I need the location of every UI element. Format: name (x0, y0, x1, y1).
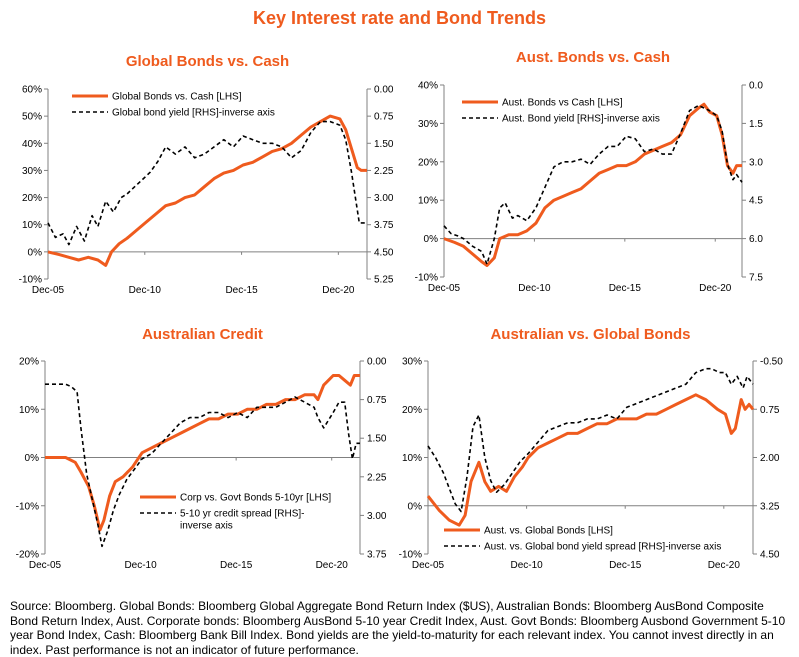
legend-label: Global bond yield [RHS]-inverse axis (112, 108, 275, 119)
y-left-tick-label: 40% (418, 81, 438, 92)
y-left-tick-label: 30% (22, 166, 42, 177)
y-right-tick-label: 0.75 (760, 405, 780, 416)
y-left-tick-label: 0% (408, 501, 423, 512)
y-right-tick-label: 7.5 (749, 273, 763, 284)
chart-australian-vs-global-bonds: Australian vs. Global Bonds 30% 20% 10% 0% -1… (399, 326, 784, 571)
x-tick-label: Dec-20 (322, 285, 355, 296)
y-left-tick-label: -20% (16, 550, 39, 561)
y-left-tick-label: 20% (402, 405, 422, 416)
legend-label: Aust. Bond yield [RHS]-inverse axis (502, 114, 660, 125)
chart-global-bonds-vs-cash: Global Bonds vs. Cash 60% 50% 40% 30% 20% 10% 0… (19, 53, 394, 296)
series-line (426, 393, 755, 527)
y-right-tick-label: 4.5 (749, 196, 763, 207)
y-right-tick-label: 3.0 (749, 157, 763, 168)
y-left-tick-label: 0% (424, 234, 439, 245)
legend-label: Aust. vs. Global bond yield spread [RHS]… (484, 542, 721, 553)
x-tick-label: Dec-10 (518, 283, 551, 294)
series-line (45, 374, 360, 532)
series-line-dashed (427, 367, 754, 513)
x-tick-label: Dec-15 (220, 560, 253, 571)
legend-label: inverse axis (180, 521, 233, 532)
x-tick-label: Dec-05 (412, 560, 445, 571)
y-right-tick-label: 3.00 (367, 511, 387, 522)
main-title: Key Interest rate and Bond Trends (252, 8, 547, 28)
y-right-tick-label: 2.25 (374, 166, 394, 177)
y-left-tick-label: -10% (415, 273, 438, 284)
chart-title: Australian vs. Global Bonds (490, 326, 690, 343)
y-left-tick-label: 20% (418, 157, 438, 168)
x-tick-label: Dec-15 (609, 560, 642, 571)
y-right-tick-label: -0.50 (760, 357, 783, 368)
series-line (443, 102, 742, 267)
y-right-tick-label: 0.00 (367, 357, 387, 368)
y-right-tick-label: 0.75 (374, 112, 394, 123)
x-tick-label: Dec-20 (699, 283, 732, 294)
legend-label: 5-10 yr credit spread [RHS]- (180, 509, 305, 520)
y-right-tick-label: 5.25 (374, 275, 394, 286)
y-right-tick-label: 4.50 (760, 550, 780, 561)
y-left-tick-label: 40% (22, 139, 42, 150)
y-left-tick-label: 10% (402, 453, 422, 464)
series-line-dashed (443, 104, 743, 265)
y-left-tick-label: -10% (399, 550, 422, 561)
y-right-tick-label: 3.75 (367, 550, 387, 561)
y-right-tick-label: 3.25 (760, 501, 780, 512)
y-left-tick-label: 0% (28, 247, 43, 258)
y-left-tick-label: 10% (19, 405, 39, 416)
y-right-tick-label: 0.00 (374, 85, 394, 96)
chart-aust-bonds-vs-cash: Aust. Bonds vs. Cash 40% 30% 20% 10% 0% -10% 0.… (415, 49, 764, 294)
series-line-dashed (47, 120, 367, 246)
source-note: Source: Bloomberg. Global Bonds: Bloombe… (10, 599, 786, 657)
y-right-tick-label: 1.50 (367, 434, 387, 445)
y-right-tick-label: 6.0 (749, 234, 763, 245)
x-tick-label: Dec-10 (510, 560, 543, 571)
y-left-tick-label: 20% (22, 193, 42, 204)
y-left-tick-label: 0% (25, 453, 40, 464)
x-tick-label: Dec-10 (129, 285, 162, 296)
x-tick-label: Dec-20 (708, 560, 741, 571)
y-left-tick-label: 30% (402, 357, 422, 368)
y-right-tick-label: 3.00 (374, 193, 394, 204)
y-left-tick-label: 30% (418, 119, 438, 130)
x-tick-label: Dec-05 (428, 283, 461, 294)
x-tick-label: Dec-20 (316, 560, 349, 571)
x-tick-label: Dec-15 (225, 285, 258, 296)
y-right-tick-label: 4.50 (374, 247, 394, 258)
chart-title: Global Bonds vs. Cash (126, 53, 289, 70)
y-right-tick-label: 2.25 (367, 472, 387, 483)
y-right-tick-label: 3.75 (374, 220, 394, 231)
x-tick-label: Dec-15 (609, 283, 642, 294)
legend-label: Aust. vs. Global Bonds [LHS] (484, 526, 613, 537)
y-right-tick-label: 1.5 (749, 119, 763, 130)
y-right-tick-label: 2.00 (760, 453, 780, 464)
x-tick-label: Dec-05 (32, 285, 65, 296)
series-line (47, 114, 367, 267)
y-left-tick-label: 20% (19, 357, 39, 368)
y-left-tick-label: 10% (418, 196, 438, 207)
y-left-tick-label: 60% (22, 85, 42, 96)
y-left-tick-label: 50% (22, 112, 42, 123)
legend-label: Corp vs. Govt Bonds 5-10yr [LHS] (180, 493, 331, 504)
legend-label: Global Bonds vs. Cash [LHS] (112, 92, 242, 103)
chart-title: Aust. Bonds vs. Cash (516, 49, 670, 66)
y-right-tick-label: 0.75 (367, 395, 387, 406)
chart-title: Australian Credit (142, 326, 263, 343)
y-left-tick-label: 10% (22, 220, 42, 231)
y-left-tick-label: -10% (16, 501, 39, 512)
y-left-tick-label: -10% (19, 275, 42, 286)
series-line-dashed (45, 383, 360, 548)
y-right-tick-label: 1.50 (374, 139, 394, 150)
y-right-tick-label: 0.0 (749, 81, 763, 92)
chart-australian-credit: Australian Credit 20% 10% 0% -10% -20% 0.00 0.7… (16, 326, 387, 571)
x-tick-label: Dec-10 (124, 560, 157, 571)
legend-label: Aust. Bonds vs Cash [LHS] (502, 98, 623, 109)
x-tick-label: Dec-05 (29, 560, 62, 571)
